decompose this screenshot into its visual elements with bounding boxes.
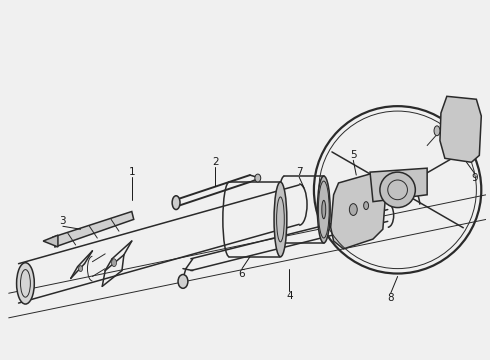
- Ellipse shape: [434, 126, 440, 136]
- Ellipse shape: [17, 263, 34, 304]
- Ellipse shape: [349, 204, 357, 215]
- Ellipse shape: [364, 202, 368, 210]
- Ellipse shape: [322, 200, 326, 219]
- Text: 3: 3: [60, 216, 66, 226]
- Polygon shape: [331, 173, 386, 249]
- Polygon shape: [370, 168, 427, 202]
- Ellipse shape: [178, 275, 188, 288]
- Text: 2: 2: [212, 157, 219, 167]
- Ellipse shape: [274, 182, 287, 257]
- Text: 1: 1: [128, 167, 135, 177]
- Circle shape: [380, 172, 416, 208]
- Text: 6: 6: [239, 269, 245, 279]
- Ellipse shape: [78, 266, 82, 271]
- Polygon shape: [440, 96, 481, 162]
- Text: 8: 8: [388, 293, 394, 303]
- Text: 7: 7: [296, 167, 302, 177]
- Polygon shape: [43, 235, 58, 247]
- Ellipse shape: [172, 196, 180, 210]
- Polygon shape: [53, 212, 134, 247]
- Ellipse shape: [112, 259, 117, 267]
- Text: 4: 4: [286, 291, 293, 301]
- Text: 5: 5: [350, 150, 357, 161]
- Ellipse shape: [318, 176, 330, 243]
- Text: 9: 9: [471, 173, 478, 183]
- Ellipse shape: [255, 174, 261, 182]
